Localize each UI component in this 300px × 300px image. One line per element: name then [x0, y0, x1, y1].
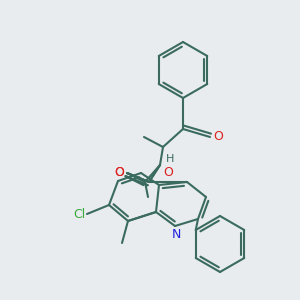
- Text: N: N: [171, 228, 181, 241]
- Text: O: O: [114, 166, 124, 178]
- Text: H: H: [166, 154, 174, 164]
- Text: O: O: [213, 130, 223, 143]
- Text: Cl: Cl: [73, 208, 85, 220]
- Text: O: O: [114, 166, 124, 178]
- Text: O: O: [163, 166, 173, 179]
